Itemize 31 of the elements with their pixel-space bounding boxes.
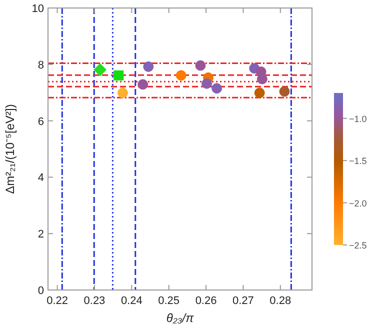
- x-tick-label: 0.26: [195, 295, 217, 307]
- x-tick-label: 0.28: [270, 295, 292, 307]
- x-tick-label: 0.23: [84, 295, 106, 307]
- y-tick-label: 6: [38, 116, 44, 128]
- point: [94, 63, 107, 76]
- point: [212, 83, 222, 94]
- color-bar-label: −2.0: [349, 198, 367, 208]
- point: [117, 88, 128, 98]
- x-tick-label: 0.24: [120, 295, 142, 307]
- color-bar-label: −1.0: [349, 114, 367, 124]
- x-axis-title: θ₂₃/π: [166, 311, 195, 325]
- point: [176, 70, 186, 81]
- y-tick-label: 8: [38, 59, 44, 72]
- y-tick-label: 0: [38, 285, 44, 297]
- x-tick-label: 0.22: [46, 295, 68, 307]
- point: [195, 60, 206, 71]
- point: [202, 78, 212, 89]
- color-bar-label: −1.5: [349, 156, 367, 166]
- y-tick-label: 4: [38, 172, 44, 184]
- point: [256, 74, 268, 84]
- point: [138, 79, 148, 90]
- point: [114, 70, 124, 80]
- color-bar-label: −2.5: [349, 240, 367, 250]
- point: [254, 88, 265, 98]
- y-tick-label: 10: [32, 3, 44, 15]
- y-axis-title: Δm²₂₁/(10⁻⁵[eV²]): [3, 104, 17, 194]
- point: [143, 61, 154, 72]
- x-tick-label: 0.25: [158, 295, 180, 307]
- point: [279, 86, 290, 97]
- x-tick-label: 0.27: [232, 295, 254, 307]
- y-tick-label: 2: [38, 228, 44, 241]
